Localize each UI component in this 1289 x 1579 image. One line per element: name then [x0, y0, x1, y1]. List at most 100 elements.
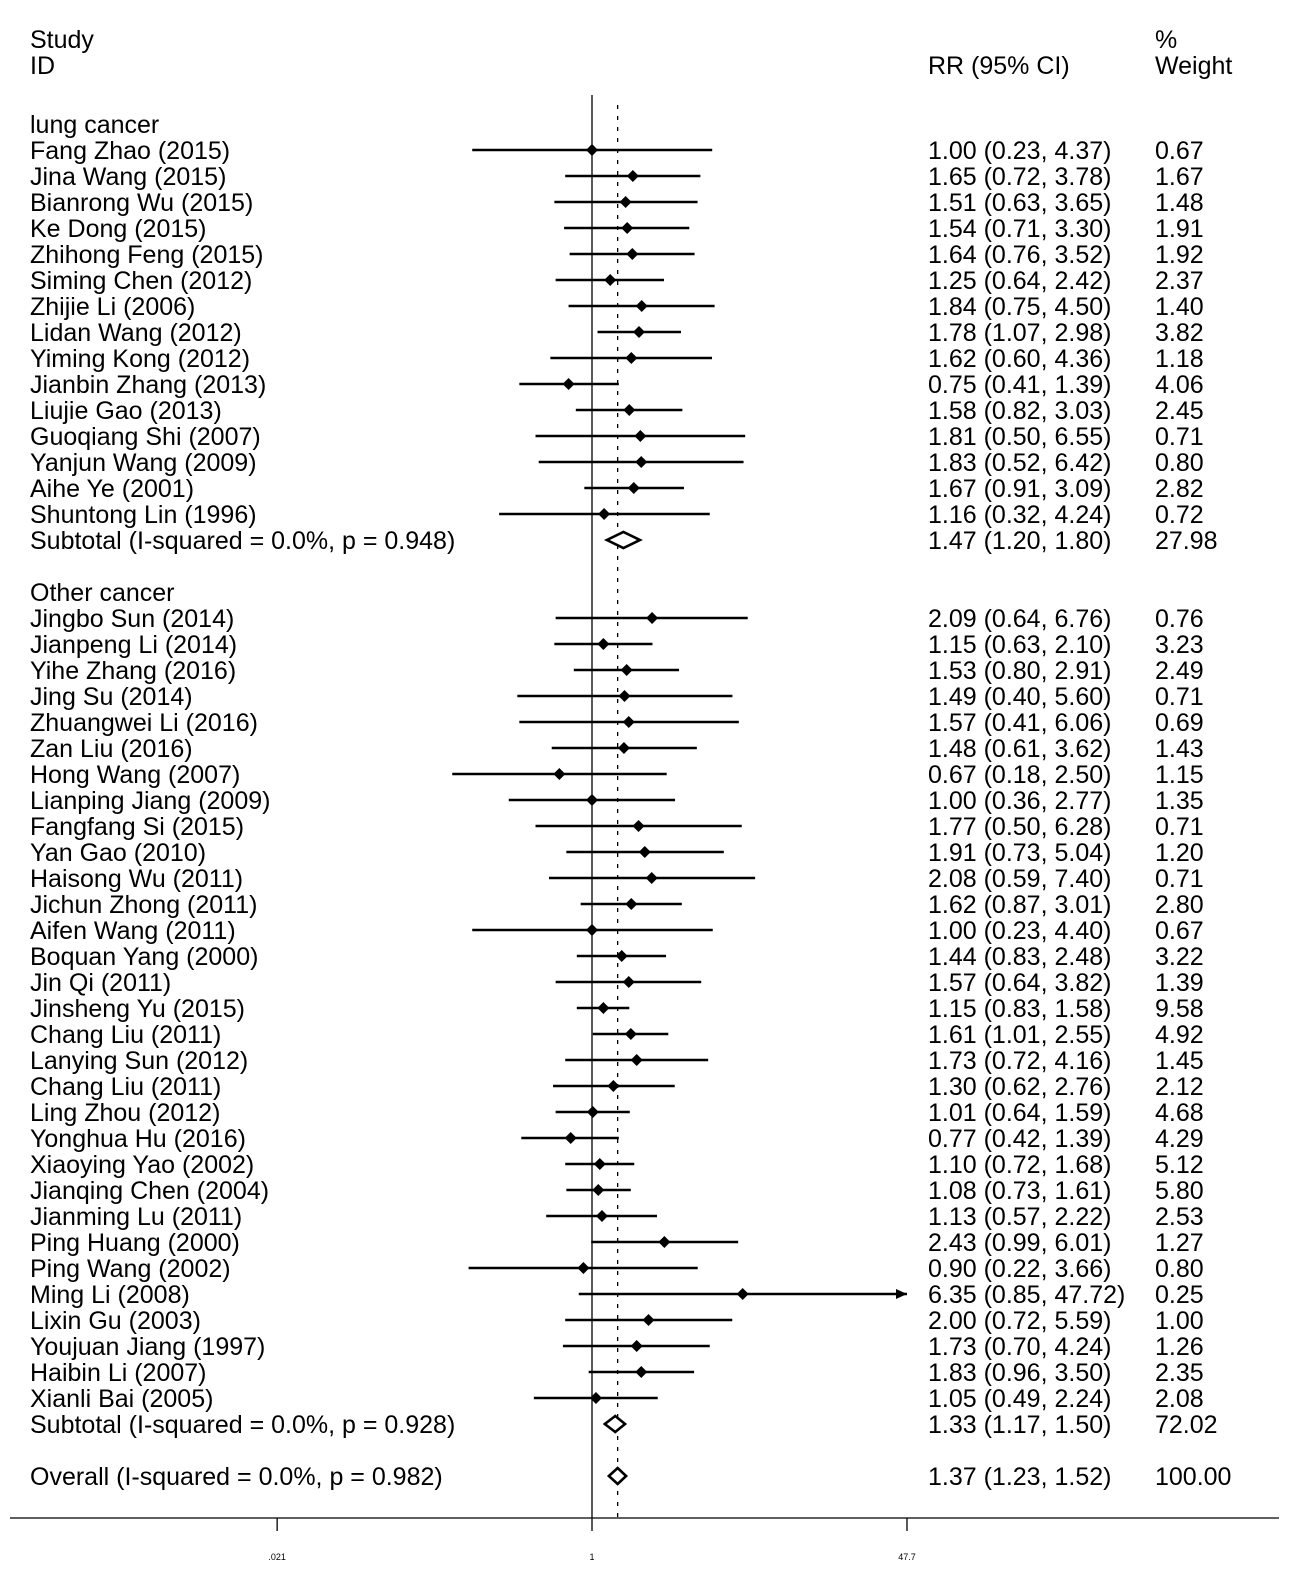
weight-value: 2.08 [1155, 1385, 1204, 1413]
study-label: Shuntong Lin (1996) [30, 501, 257, 529]
effect-ci-text: 1.30 (0.62, 2.76) [928, 1073, 1111, 1101]
study-label: Lidan Wang (2012) [30, 319, 242, 347]
effect-ci-text: 0.75 (0.41, 1.39) [928, 371, 1111, 399]
study-label: Lianping Jiang (2009) [30, 787, 270, 815]
point-estimate [577, 1262, 590, 1274]
study-label: Zhijie Li (2006) [30, 293, 195, 321]
weight-value: 4.92 [1155, 1021, 1204, 1049]
effect-ci-text: 1.62 (0.87, 3.01) [928, 891, 1111, 919]
point-estimate [645, 872, 658, 884]
study-label: Siming Chen (2012) [30, 267, 252, 295]
weight-value: 3.22 [1155, 943, 1204, 971]
weight-value: 0.69 [1155, 709, 1204, 737]
study-label: Aihe Ye (2001) [30, 475, 194, 503]
effect-ci-text: 1.00 (0.36, 2.77) [928, 787, 1111, 815]
study-label: Jianpeng Li (2014) [30, 631, 237, 659]
overall-label: Overall (I-squared = 0.0%, p = 0.982) [30, 1463, 443, 1491]
point-estimate [619, 196, 632, 208]
point-estimate [625, 898, 638, 910]
weight-value: 0.71 [1155, 813, 1204, 841]
study-label: Xiaoying Yao (2002) [30, 1151, 254, 1179]
study-label: Youjuan Jiang (1997) [30, 1333, 265, 1361]
point-estimate [736, 1288, 749, 1300]
point-estimate [635, 456, 648, 468]
weight-value: 4.06 [1155, 371, 1204, 399]
weight-value: 3.23 [1155, 631, 1204, 659]
effect-ci-text: 1.00 (0.23, 4.37) [928, 137, 1111, 165]
weight-value: 5.80 [1155, 1177, 1204, 1205]
point-estimate [626, 248, 639, 260]
pooled-diamond [606, 1466, 629, 1486]
weight-value: 1.18 [1155, 345, 1204, 373]
subtotal-label: Subtotal (I-squared = 0.0%, p = 0.928) [30, 1411, 455, 1439]
effect-ci-text: 1.13 (0.57, 2.22) [928, 1203, 1111, 1231]
study-label: Jichun Zhong (2011) [30, 891, 257, 919]
point-estimate [630, 1054, 643, 1066]
effect-ci-text: 1.47 (1.20, 1.80) [928, 527, 1111, 555]
weight-value: 9.58 [1155, 995, 1204, 1023]
point-estimate [646, 612, 659, 624]
weight-value: 2.37 [1155, 267, 1204, 295]
x-tick-label: 47.7 [898, 1552, 916, 1562]
point-estimate [625, 352, 638, 364]
point-estimate [593, 1158, 606, 1170]
effect-ci-text: 2.00 (0.72, 5.59) [928, 1307, 1111, 1335]
study-label: Chang Liu (2011) [30, 1073, 221, 1101]
effect-ci-text: 1.16 (0.32, 4.24) [928, 501, 1111, 529]
effect-ci-text: 1.78 (1.07, 2.98) [928, 319, 1111, 347]
weight-value: 5.12 [1155, 1151, 1204, 1179]
point-estimate [642, 1314, 655, 1326]
effect-ci-text: 1.25 (0.64, 2.42) [928, 267, 1111, 295]
study-label: Jina Wang (2015) [30, 163, 226, 191]
study-label: Jingbo Sun (2014) [30, 605, 234, 633]
point-estimate [627, 482, 640, 494]
effect-ci-text: 1.77 (0.50, 6.28) [928, 813, 1111, 841]
weight-value: 1.40 [1155, 293, 1204, 321]
x-tick-label: 1 [589, 1552, 594, 1562]
point-estimate [630, 1340, 643, 1352]
study-label: Fang Zhao (2015) [30, 137, 230, 165]
point-estimate [620, 664, 633, 676]
point-estimate [615, 950, 628, 962]
weight-value: 0.80 [1155, 449, 1204, 477]
study-label: Haibin Li (2007) [30, 1359, 207, 1387]
point-estimate [562, 378, 575, 390]
weight-value: 4.29 [1155, 1125, 1204, 1153]
weight-value: 1.27 [1155, 1229, 1204, 1257]
study-label: Fangfang Si (2015) [30, 813, 244, 841]
study-label: Jin Qi (2011) [30, 969, 171, 997]
study-label: Yanjun Wang (2009) [30, 449, 257, 477]
study-label: Yonghua Hu (2016) [30, 1125, 246, 1153]
effect-ci-text: 1.73 (0.70, 4.24) [928, 1333, 1111, 1361]
subtotal-label: Subtotal (I-squared = 0.0%, p = 0.948) [30, 527, 455, 555]
study-label: Zhihong Feng (2015) [30, 241, 263, 269]
effect-ci-text: 1.67 (0.91, 3.09) [928, 475, 1111, 503]
weight-value: 0.72 [1155, 501, 1204, 529]
point-estimate [632, 820, 645, 832]
effect-ci-text: 1.84 (0.75, 4.50) [928, 293, 1111, 321]
study-label: Yiming Kong (2012) [30, 345, 250, 373]
effect-ci-text: 2.43 (0.99, 6.01) [928, 1229, 1111, 1257]
effect-ci-text: 1.83 (0.52, 6.42) [928, 449, 1111, 477]
ci-arrow [896, 1289, 907, 1299]
point-estimate [598, 508, 611, 520]
effect-ci-text: 0.67 (0.18, 2.50) [928, 761, 1111, 789]
study-label: Ping Huang (2000) [30, 1229, 240, 1257]
weight-header-percent: % [1155, 26, 1177, 54]
weight-value: 0.80 [1155, 1255, 1204, 1283]
weight-value: 0.71 [1155, 683, 1204, 711]
study-label: Hong Wang (2007) [30, 761, 240, 789]
study-label: Aifen Wang (2011) [30, 917, 236, 945]
weight-value: 0.71 [1155, 865, 1204, 893]
weight-value: 1.48 [1155, 189, 1204, 217]
study-label: Zhuangwei Li (2016) [30, 709, 258, 737]
effect-ci-text: 1.64 (0.76, 3.52) [928, 241, 1111, 269]
study-label: Lixin Gu (2003) [30, 1307, 201, 1335]
effect-ci-text: 1.08 (0.73, 1.61) [928, 1177, 1111, 1205]
study-label: Jianming Lu (2011) [30, 1203, 242, 1231]
point-estimate [586, 1106, 599, 1118]
weight-value: 1.20 [1155, 839, 1204, 867]
weight-value: 1.26 [1155, 1333, 1204, 1361]
effect-ci-text: 1.48 (0.61, 3.62) [928, 735, 1111, 763]
